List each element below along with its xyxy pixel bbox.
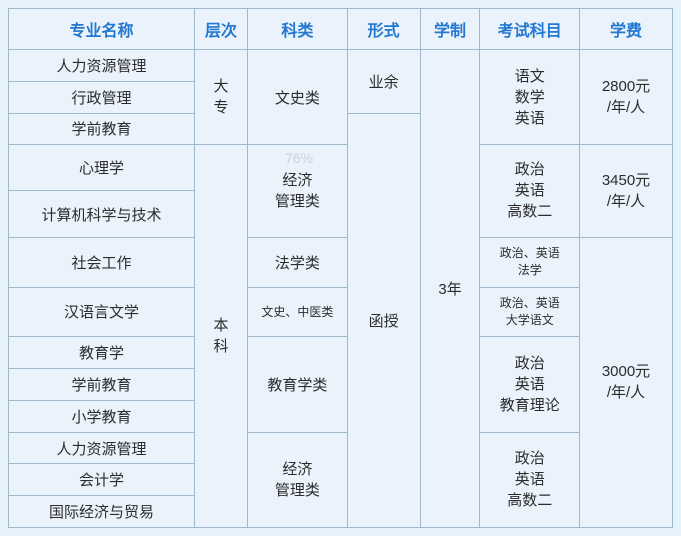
cell-exam: 政治英语教育理论 xyxy=(480,337,580,432)
col-exam: 考试科目 xyxy=(480,9,580,50)
table-row: 社会工作 法学类 政治、英语法学 3000元/年/人 xyxy=(9,237,673,287)
col-level: 层次 xyxy=(194,9,247,50)
cell-major: 汉语言文学 xyxy=(9,287,195,337)
cell-category: 经济管理类 xyxy=(248,145,348,237)
cell-exam: 政治英语高数二 xyxy=(480,145,580,237)
cell-exam: 政治英语高数二 xyxy=(480,432,580,527)
cell-exam: 语文数学英语 xyxy=(480,50,580,145)
cell-major: 国际经济与贸易 xyxy=(9,496,195,528)
cell-major: 学前教育 xyxy=(9,113,195,145)
cell-exam: 政治、英语法学 xyxy=(480,237,580,287)
header-row: 专业名称 层次 科类 形式 学制 考试科目 学费 xyxy=(9,9,673,50)
col-category: 科类 xyxy=(248,9,348,50)
table-row: 人力资源管理 经济管理类 政治英语高数二 xyxy=(9,432,673,464)
col-major: 专业名称 xyxy=(9,9,195,50)
cell-tuition: 2800元/年/人 xyxy=(580,50,673,145)
cell-major: 教育学 xyxy=(9,337,195,369)
cell-duration: 3年 xyxy=(420,50,480,528)
cell-tuition: 3450元/年/人 xyxy=(580,145,673,237)
cell-form-yeyu: 业余 xyxy=(347,50,420,114)
cell-exam: 政治、英语大学语文 xyxy=(480,287,580,337)
table-row: 教育学 教育学类 政治英语教育理论 xyxy=(9,337,673,369)
cell-major: 学前教育 xyxy=(9,369,195,401)
table-row: 汉语言文学 文史、中医类 政治、英语大学语文 xyxy=(9,287,673,337)
cell-category: 经济管理类 xyxy=(248,432,348,527)
cell-major: 小学教育 xyxy=(9,400,195,432)
table-row: 心理学 本科 经济管理类 政治英语高数二 3450元/年/人 xyxy=(9,145,673,191)
col-tuition: 学费 xyxy=(580,9,673,50)
cell-major: 人力资源管理 xyxy=(9,432,195,464)
cell-level-bachelor: 本科 xyxy=(194,145,247,528)
col-duration: 学制 xyxy=(420,9,480,50)
cell-category: 文史类 xyxy=(248,50,348,145)
cell-major: 社会工作 xyxy=(9,237,195,287)
program-table: 专业名称 层次 科类 形式 学制 考试科目 学费 人力资源管理 大专 文史类 业… xyxy=(8,8,673,528)
cell-major: 会计学 xyxy=(9,464,195,496)
cell-category: 法学类 xyxy=(248,237,348,287)
cell-tuition: 3000元/年/人 xyxy=(580,237,673,527)
table-row: 人力资源管理 大专 文史类 业余 3年 语文数学英语 2800元/年/人 xyxy=(9,50,673,82)
cell-form-hanshou: 函授 xyxy=(347,113,420,528)
cell-level-college: 大专 xyxy=(194,50,247,145)
cell-category: 文史、中医类 xyxy=(248,287,348,337)
cell-category: 教育学类 xyxy=(248,337,348,432)
cell-major: 心理学 xyxy=(9,145,195,191)
cell-major: 行政管理 xyxy=(9,81,195,113)
cell-major: 人力资源管理 xyxy=(9,50,195,82)
col-form: 形式 xyxy=(347,9,420,50)
cell-major: 计算机科学与技术 xyxy=(9,191,195,237)
